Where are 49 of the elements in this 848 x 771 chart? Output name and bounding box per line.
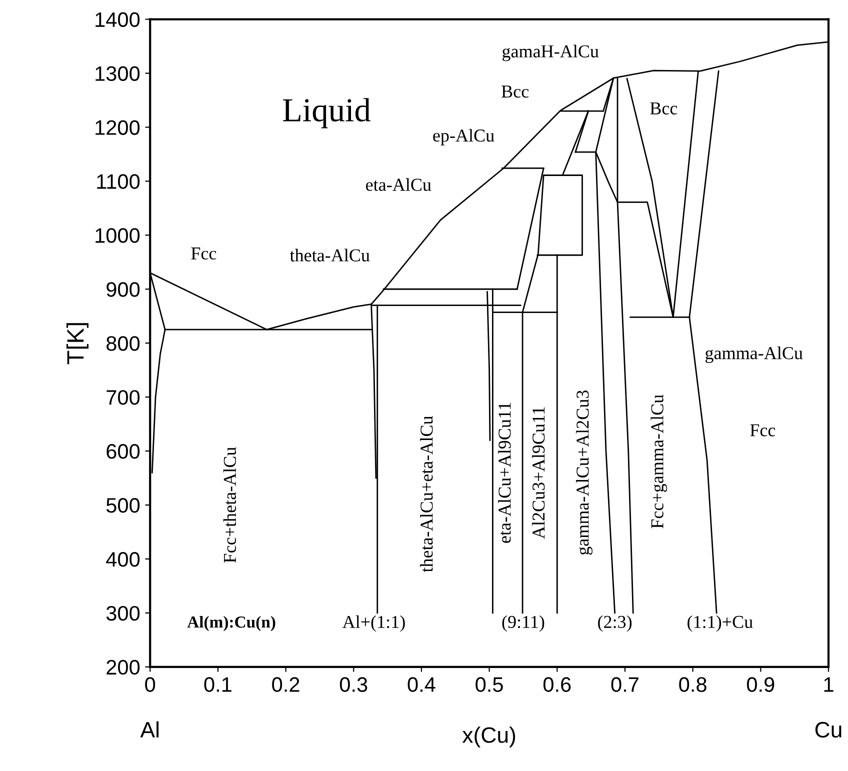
x-tick-label: 0 (145, 677, 156, 692)
x-tick-label: 0.8 (679, 677, 706, 692)
y-tick-label: 400 (106, 552, 140, 567)
annotation: Fcc (750, 424, 776, 436)
x-tick-label: 0.4 (408, 677, 436, 692)
annotation: Liquid (283, 98, 371, 128)
annotation: gamma-AlCu (706, 346, 803, 363)
y-tick-label: 500 (106, 498, 140, 513)
y-axis-title: T[K] (66, 323, 88, 364)
y-tick-label: 600 (106, 444, 140, 459)
x-tick-label: 0.7 (611, 677, 638, 692)
y-tick-label: 1100 (97, 174, 140, 189)
y-tick-label: 300 (106, 606, 140, 621)
annotation: Fcc+theta-AlCu (223, 447, 236, 563)
y-tick-label: 900 (106, 282, 140, 297)
annotation: theta-AlCu+eta-AlCu (420, 416, 433, 572)
y-tick-label: 700 (106, 390, 140, 405)
annotation: eta-AlCu+Al9Cu11 (498, 402, 511, 543)
annotation: Fcc (191, 248, 216, 260)
annotation: Al+(1:1) (342, 615, 405, 632)
annotation: (1:1)+Cu (688, 615, 753, 632)
annotation: Bcc (502, 86, 529, 98)
annotation: Fcc+gamma-AlCu (650, 394, 668, 528)
y-tick-label: 1200 (96, 120, 140, 135)
annotation: Al2Cu3+Al9Cu11 (532, 407, 545, 539)
y-tick-label: 800 (106, 336, 140, 351)
y-tick-label: 1300 (96, 66, 140, 81)
y-tick-label: 1000 (96, 228, 140, 243)
x-tick-label: 0.6 (543, 677, 571, 692)
x-tick-label: 1 (824, 677, 834, 692)
annotation: gamaH-AlCu (502, 44, 599, 62)
x-tick-label: 0.2 (272, 677, 300, 692)
annotation: (2:3) (598, 615, 632, 632)
x-tick-label: 0.3 (340, 677, 368, 692)
x-axis-title: x(Cu) (462, 726, 516, 748)
x-tick-label: 0.5 (476, 677, 503, 692)
annotation: gamma-AlCu+Al2Cu3 (576, 390, 592, 555)
x-tick-label: 0.1 (204, 677, 232, 692)
annotation: theta-AlCu (290, 248, 370, 262)
y-tick-label: 1400 (96, 12, 140, 28)
x-tick-label: 0.9 (746, 677, 774, 692)
y-tick-label: 200 (106, 660, 140, 675)
text: Cu (815, 722, 842, 738)
annotation: eta-AlCu (366, 178, 432, 191)
annotation: Bcc (650, 102, 678, 114)
text: Al (140, 721, 158, 738)
annotation: ep-AlCu (433, 128, 494, 146)
annotation: (9:11) (502, 615, 544, 632)
annotation: Al(m):Cu(n) (187, 616, 276, 632)
